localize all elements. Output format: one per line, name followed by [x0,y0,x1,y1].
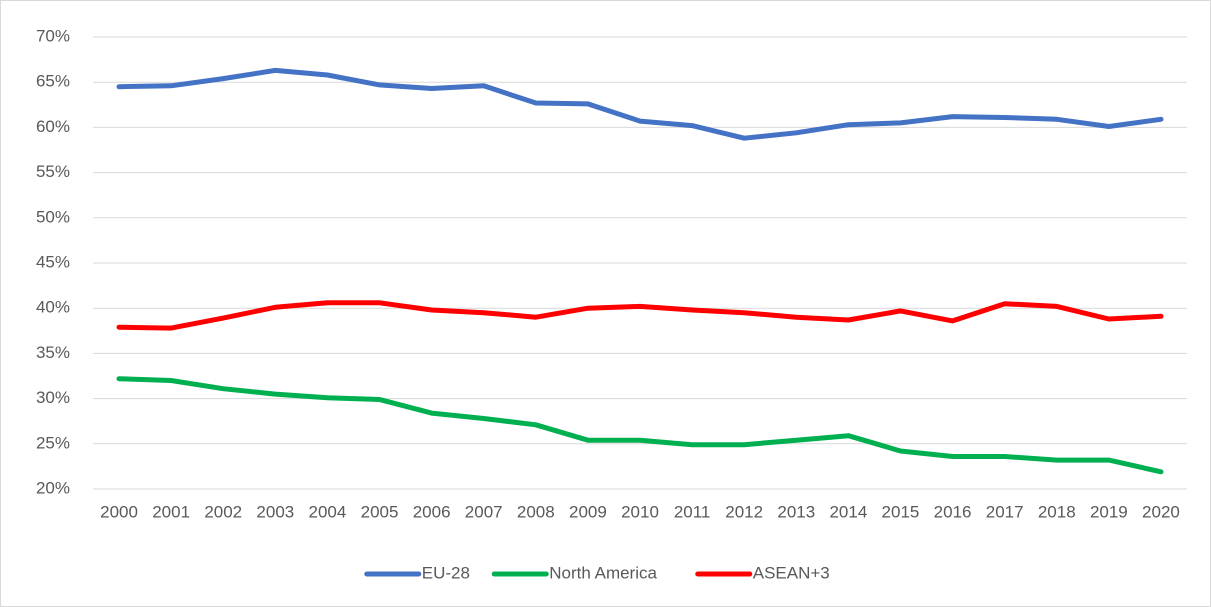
series-line [116,376,1164,475]
y-tick-label: 20% [36,478,70,497]
x-tick-label: 2009 [569,502,607,521]
x-tick-label: 2015 [882,502,920,521]
x-tick-label: 2002 [204,502,242,521]
x-tick-label: 2011 [674,502,711,521]
x-tick-label: 2007 [465,502,503,521]
legend-label: EU-28 [422,563,470,582]
y-tick-label: 35% [36,343,70,362]
x-tick-label: 2006 [413,502,451,521]
x-tick-label: 2020 [1142,502,1180,521]
x-tick-label: 2019 [1090,502,1128,521]
x-tick-label: 2016 [934,502,972,521]
legend-label: North America [549,563,657,582]
y-tick-label: 25% [36,433,70,452]
y-tick-label: 55% [36,162,70,181]
x-tick-label: 2010 [621,502,659,521]
series-line [116,300,1164,331]
y-tick-label: 60% [36,117,70,136]
y-tick-label: 30% [36,388,70,407]
y-tick-label: 45% [36,252,70,271]
y-tick-label: 40% [36,298,70,317]
x-tick-label: 2013 [777,502,815,521]
x-tick-label: 2014 [829,502,867,521]
legend-label: ASEAN+3 [753,563,830,582]
y-tick-label: 70% [36,26,70,45]
series-line [116,67,1164,141]
x-tick-label: 2000 [100,502,138,521]
x-tick-label: 2001 [152,502,190,521]
x-tick-label: 2008 [517,502,555,521]
x-tick-label: 2017 [986,502,1024,521]
x-tick-label: 2005 [361,502,399,521]
x-tick-label: 2018 [1038,502,1076,521]
x-tick-label: 2004 [309,502,347,521]
x-tick-label: 2012 [725,502,763,521]
y-tick-label: 50% [36,207,70,226]
y-tick-label: 65% [36,72,70,91]
x-tick-label: 2003 [256,502,294,521]
